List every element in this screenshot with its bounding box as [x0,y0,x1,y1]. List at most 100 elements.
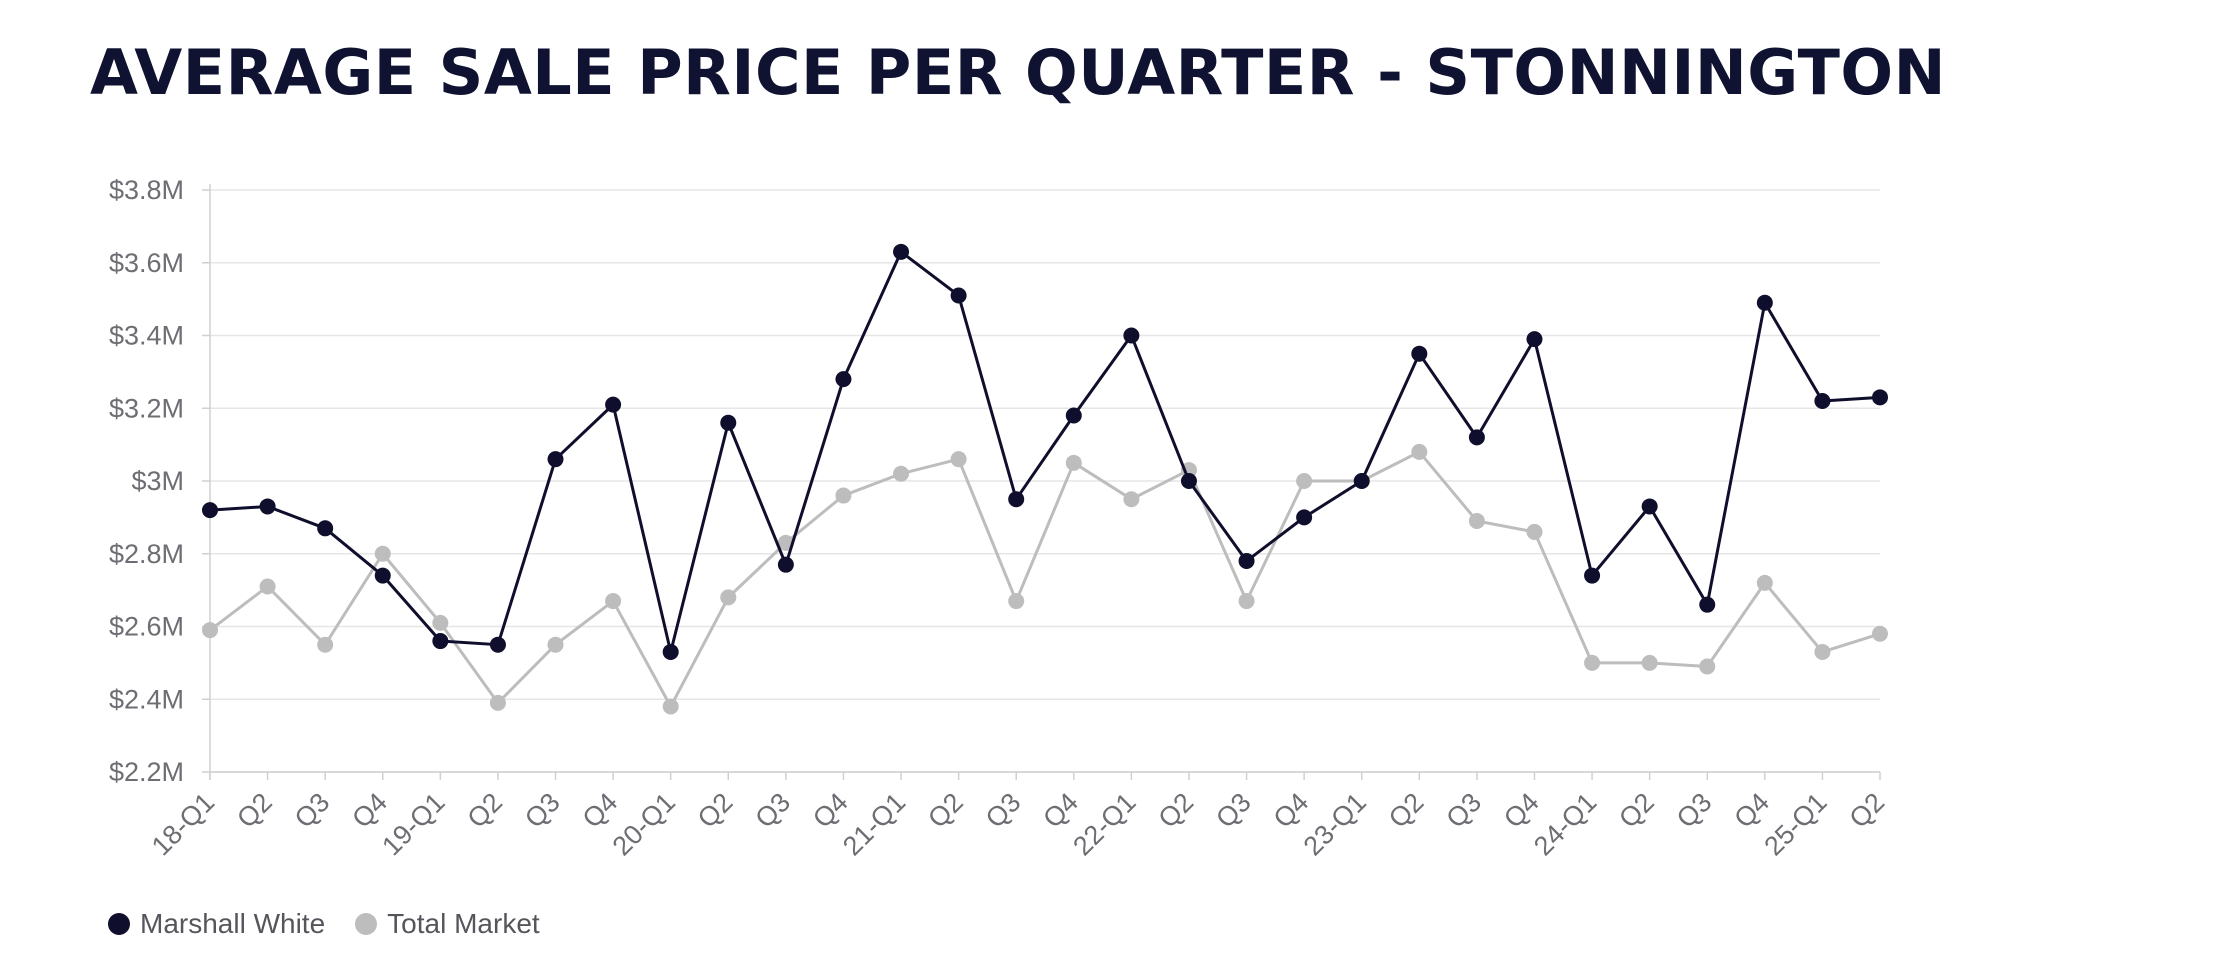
x-tick-label: Q4 [1037,787,1084,834]
data-point-marshall-white [489,636,506,653]
x-tick-label: Q4 [1268,787,1315,834]
data-point-marshall-white [374,567,391,584]
marshall-white-swatch-icon [108,913,130,935]
x-tick-label: Q2 [692,787,739,834]
total-market-swatch-icon [355,913,378,935]
data-point-marshall-white [1353,473,1370,489]
data-point-marshall-white [1641,498,1658,515]
data-point-total-market [432,614,449,631]
data-point-total-market [1468,513,1485,530]
legend-label: Total Market [387,908,540,939]
data-point-marshall-white [259,498,276,515]
x-tick-label: 22-Q1 [1067,787,1141,861]
x-tick-label: Q3 [1671,787,1718,834]
data-point-marshall-white [1411,345,1428,362]
data-point-total-market [950,451,967,468]
data-point-total-market [1008,593,1025,610]
y-tick-label: $3.2M [109,393,184,423]
x-tick-label: 20-Q1 [607,787,681,861]
data-point-marshall-white [547,451,564,468]
x-tick-label: Q3 [289,787,336,834]
data-point-total-market [547,636,564,653]
data-point-total-market [1699,658,1716,675]
x-tick-label: Q4 [1498,787,1545,834]
data-point-total-market [1123,491,1140,508]
x-tick-label: 23-Q1 [1298,787,1372,861]
data-point-marshall-white [1008,491,1025,508]
data-point-total-market [605,593,622,610]
x-tick-label: Q3 [519,787,566,834]
data-point-total-market [1641,654,1658,671]
data-point-marshall-white [1526,331,1543,348]
y-tick-label: $2.2M [109,757,184,787]
data-point-marshall-white [1814,392,1831,409]
x-tick-label: Q4 [807,787,854,834]
x-tick-label: Q3 [749,787,796,834]
x-tick-label: Q2 [461,787,508,834]
y-tick-label: $3.6M [109,248,184,278]
data-point-marshall-white [1065,407,1082,424]
data-point-marshall-white [662,643,679,660]
data-point-marshall-white [1872,389,1888,406]
line-chart: $3.8M $3.6M $3.4M $3.2M $3M $2.8M $2.6M $2.4M $2… [109,175,1890,861]
legend-item-total-market: Total Market [355,908,540,940]
legend: Marshall White Total Market [108,908,570,940]
data-point-marshall-white [835,371,852,388]
x-tick-label: Q4 [577,787,624,834]
data-point-marshall-white [202,502,218,519]
data-point-total-market [1296,473,1313,489]
x-tick-label: Q2 [1383,787,1430,834]
data-point-total-market [1814,643,1831,660]
x-tick-label: 18-Q1 [146,787,220,861]
x-tick-label: Q3 [1210,787,1257,834]
x-tick-label: Q2 [231,787,278,834]
axes [202,184,1881,780]
y-tick-label: $2.6M [109,612,184,642]
data-point-marshall-white [1180,473,1197,489]
x-tick-label: 19-Q1 [376,787,450,861]
x-tick-label: Q3 [1440,787,1487,834]
x-tick-label: Q2 [922,787,969,834]
gridlines [210,189,1880,773]
legend-label: Marshall White [140,908,326,939]
legend-item-marshall-white: Marshall White [108,908,325,940]
data-point-total-market [1584,654,1601,671]
data-point-total-market [259,578,276,595]
y-tick-label: $3.8M [109,175,184,205]
x-tick-label: 25-Q1 [1758,787,1832,861]
data-point-marshall-white [893,243,910,260]
data-point-marshall-white [1584,567,1601,584]
data-point-total-market [1238,593,1255,610]
data-point-total-market [893,465,910,482]
data-point-total-market [1872,625,1888,642]
data-point-marshall-white [432,633,449,650]
x-tick-label: Q2 [1153,787,1200,834]
x-tick-label: Q4 [1728,787,1775,834]
page-title: AVERAGE SALE PRICE PER QUARTER - STONNIN… [90,36,1946,109]
x-tick-label: Q3 [980,787,1027,834]
x-tick-label: 24-Q1 [1528,787,1602,861]
data-point-total-market [202,622,218,639]
data-point-marshall-white [1238,553,1255,570]
data-point-total-market [835,487,852,504]
x-tick-label: Q2 [1613,787,1660,834]
data-point-total-market [1411,443,1428,460]
data-point-marshall-white [777,556,794,573]
y-tick-label: $2.8M [109,539,184,569]
series [202,243,1888,715]
x-tick-label: Q2 [1844,787,1891,834]
data-point-marshall-white [1296,509,1313,526]
series-marshall-white [202,243,1888,660]
data-point-total-market [1065,454,1082,471]
series-total-market [202,443,1888,715]
data-point-total-market [374,545,391,562]
data-point-total-market [317,636,334,653]
x-tick-label: Q4 [346,787,393,834]
data-point-total-market [1526,523,1543,540]
data-point-marshall-white [1123,327,1140,344]
data-point-total-market [1756,574,1773,591]
data-point-marshall-white [1468,429,1485,446]
y-tick-label: $2.4M [109,684,184,714]
data-point-marshall-white [1699,596,1716,613]
